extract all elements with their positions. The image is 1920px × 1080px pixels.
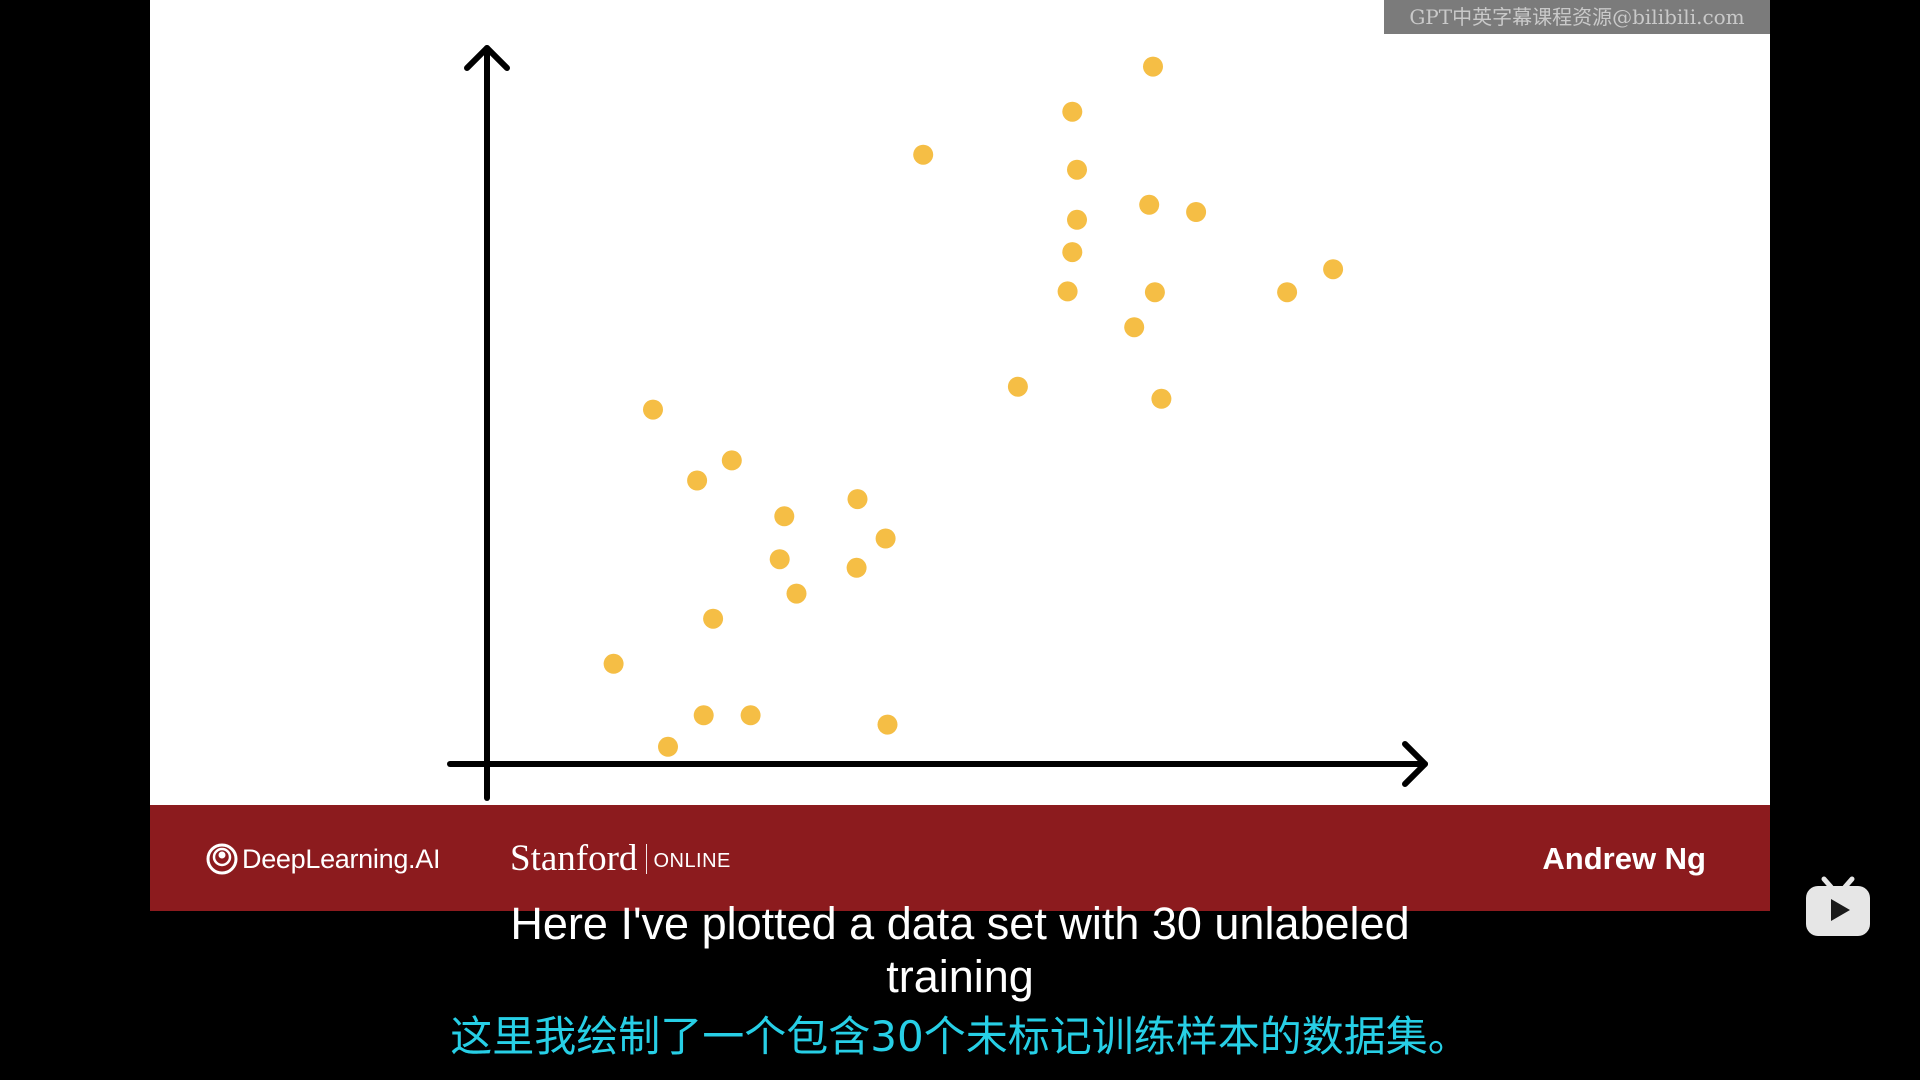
english-subtitle: Here I've plotted a data set with 30 unl… bbox=[510, 898, 1410, 1002]
data-point-27 bbox=[693, 705, 714, 726]
y-axis-arrowhead bbox=[464, 45, 510, 71]
data-point-15 bbox=[1151, 388, 1172, 409]
data-point-18 bbox=[721, 450, 742, 471]
data-point-12 bbox=[1277, 282, 1298, 303]
data-point-29 bbox=[877, 714, 898, 735]
stanford-online-logo: Stanford ONLINE bbox=[510, 837, 731, 880]
scatter-plot bbox=[447, 45, 1428, 801]
deeplearning-swirl-icon bbox=[206, 843, 238, 875]
plot-axes bbox=[447, 45, 1428, 801]
data-point-17 bbox=[687, 470, 708, 491]
data-point-11 bbox=[1124, 317, 1145, 338]
stanford-online-text: ONLINE bbox=[653, 850, 731, 872]
data-point-4 bbox=[1067, 159, 1087, 180]
data-point-2 bbox=[1062, 101, 1083, 122]
x-axis-arrowhead bbox=[1402, 741, 1428, 787]
data-point-13 bbox=[1323, 259, 1344, 280]
data-point-28 bbox=[740, 705, 761, 726]
data-point-10 bbox=[1144, 282, 1165, 303]
data-point-9 bbox=[1057, 281, 1078, 302]
data-point-24 bbox=[846, 557, 867, 578]
data-point-6 bbox=[1139, 194, 1160, 215]
slide-footer-bar: DeepLearning.AI Stanford ONLINE Andrew N… bbox=[150, 805, 1770, 911]
chinese-subtitle: 这里我绘制了一个包含30个未标记训练样本的数据集。 bbox=[450, 1012, 1470, 1061]
data-point-21 bbox=[875, 528, 896, 549]
data-point-8 bbox=[1062, 242, 1083, 263]
deeplearning-ai-logo: DeepLearning.AI bbox=[206, 843, 440, 875]
data-point-22 bbox=[769, 549, 790, 570]
data-point-16 bbox=[643, 399, 663, 420]
lecture-slide bbox=[150, 0, 1770, 805]
watermark-text: GPT中英字幕课程资源@bilibili.com bbox=[1384, 0, 1770, 34]
instructor-name: Andrew Ng bbox=[1542, 841, 1706, 876]
data-point-20 bbox=[847, 489, 868, 510]
data-point-3 bbox=[913, 144, 934, 165]
data-point-7 bbox=[1186, 202, 1207, 222]
play-icon bbox=[1806, 876, 1870, 936]
logo-divider bbox=[646, 843, 648, 874]
data-point-23 bbox=[786, 583, 807, 604]
data-point-19 bbox=[774, 506, 795, 527]
data-point-25 bbox=[703, 608, 724, 629]
data-point-26 bbox=[603, 653, 624, 674]
data-point-30 bbox=[658, 736, 678, 757]
data-point-5 bbox=[1067, 209, 1087, 230]
stanford-wordmark: Stanford bbox=[510, 838, 638, 879]
data-points bbox=[603, 56, 1344, 757]
bilibili-tv-play-icon[interactable] bbox=[1804, 875, 1872, 939]
data-point-14 bbox=[1007, 376, 1028, 397]
deeplearning-logo-text: DeepLearning.AI bbox=[242, 843, 441, 874]
data-point-1 bbox=[1143, 56, 1163, 77]
